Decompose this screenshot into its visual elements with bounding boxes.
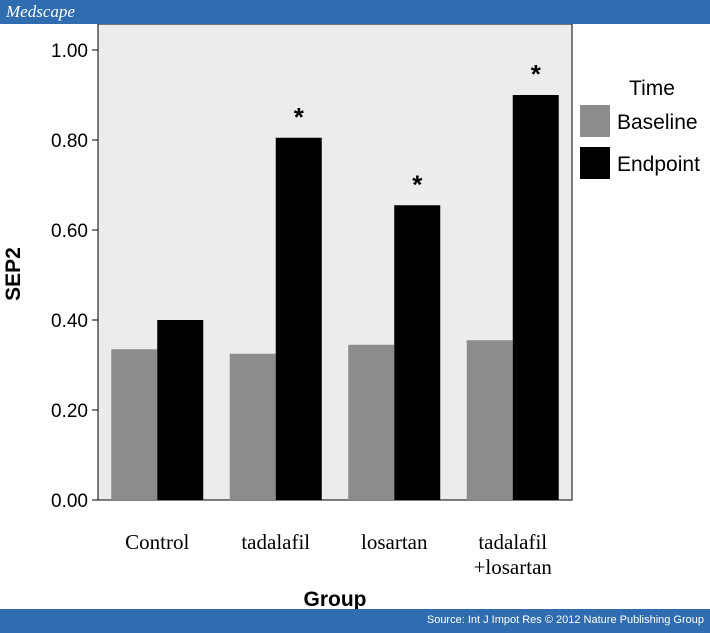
bar-chart: 0.00 0.20 0.40 0.60 0.80 1.00 Control * tadalafi… — [2, 24, 700, 609]
x-tick-label: tadalafil +losartan — [474, 530, 553, 579]
legend-label-baseline: Baseline — [617, 111, 698, 134]
footer-bar: Source: Int J Impot Res © 2012 Nature Pu… — [0, 609, 710, 633]
y-tick-label: 0.40 — [51, 311, 88, 332]
bar-endpoint — [275, 137, 322, 500]
significance-star: * — [531, 59, 542, 89]
legend-title: Time — [629, 77, 675, 100]
y-tick-label: 0.60 — [51, 221, 88, 242]
y-tick-label: 0.00 — [51, 491, 88, 512]
legend-swatch-baseline — [580, 105, 610, 137]
bar-endpoint — [157, 320, 204, 500]
significance-star: * — [412, 169, 423, 199]
significance-star: * — [294, 102, 305, 132]
header-bar: Medscape — [0, 0, 710, 24]
bar-baseline — [466, 340, 513, 500]
legend-swatch-endpoint — [580, 147, 610, 179]
source-credit: Source: Int J Impot Res © 2012 Nature Pu… — [426, 614, 704, 626]
x-tick-label: Control — [125, 530, 189, 554]
bar-baseline — [348, 344, 395, 500]
x-tick-label: tadalafil — [241, 530, 310, 554]
x-axis-title: Group — [304, 588, 367, 609]
y-axis-title: SEP2 — [2, 247, 25, 301]
y-tick-label: 1.00 — [51, 41, 88, 62]
bar-endpoint — [512, 95, 559, 500]
legend-label-endpoint: Endpoint — [617, 153, 700, 176]
bar-endpoint — [394, 205, 441, 500]
y-tick-label: 0.80 — [51, 131, 88, 152]
brand-logo: Medscape — [6, 2, 75, 21]
bar-baseline — [229, 353, 276, 500]
bar-baseline — [111, 349, 158, 500]
x-tick-label: losartan — [361, 530, 428, 554]
y-tick-label: 0.20 — [51, 401, 88, 422]
